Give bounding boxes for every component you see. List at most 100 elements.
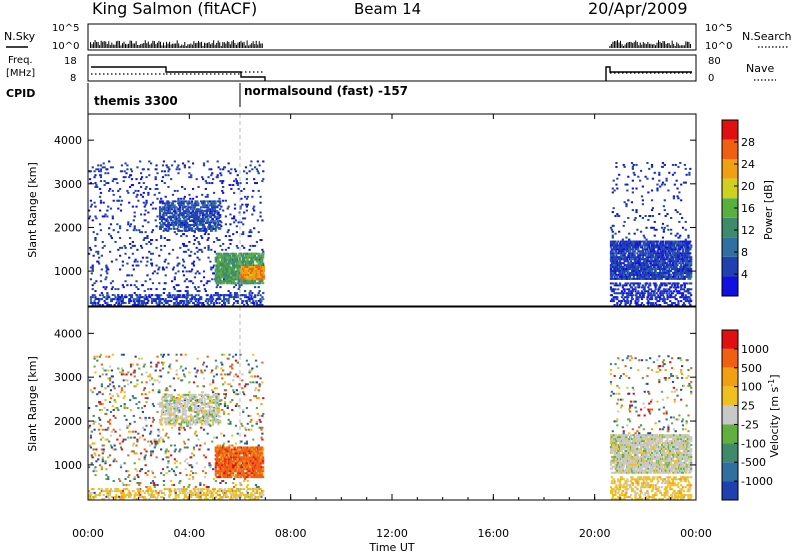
echo-cell xyxy=(202,178,205,181)
echo-cell xyxy=(100,385,103,388)
echo-cell xyxy=(92,254,95,257)
echo-cell xyxy=(102,162,105,165)
echo-cell xyxy=(179,294,182,297)
echo-cell xyxy=(129,480,132,483)
echo-cell xyxy=(677,282,680,285)
echo-cell xyxy=(109,397,113,400)
echo-cell xyxy=(192,225,196,228)
echo-cell xyxy=(214,229,217,232)
echo-cell xyxy=(94,474,97,477)
echo-cell xyxy=(144,454,147,457)
echo-cell xyxy=(248,170,251,173)
echo-cell xyxy=(618,260,622,263)
echo-cell xyxy=(117,207,120,210)
echo-cell xyxy=(615,165,618,168)
echo-cell xyxy=(123,414,126,417)
echo-cell xyxy=(230,168,233,171)
echo-cell xyxy=(90,454,93,457)
echo-cell xyxy=(631,298,634,301)
echo-cell xyxy=(653,220,656,223)
echo-cell xyxy=(147,191,150,194)
echo-cell xyxy=(150,430,153,433)
echo-cell xyxy=(129,430,132,433)
echo-cell xyxy=(107,205,110,208)
echo-cell xyxy=(124,162,127,165)
echo-cell xyxy=(250,273,254,276)
echo-cell xyxy=(147,288,150,291)
echo-cell xyxy=(641,284,644,287)
echo-cell xyxy=(94,304,97,306)
echo-cell xyxy=(262,270,265,272)
echo-cell xyxy=(647,264,650,267)
echo-cell xyxy=(261,260,264,263)
echo-cell xyxy=(138,357,141,360)
echo-cell xyxy=(165,209,168,212)
echo-cell xyxy=(207,218,210,221)
echo-cell xyxy=(96,233,99,236)
echo-cell xyxy=(102,201,105,204)
echo-cell xyxy=(206,204,209,207)
echo-cell xyxy=(229,213,232,216)
echo-cell xyxy=(642,244,645,247)
echo-cell xyxy=(665,264,668,267)
echo-cell xyxy=(114,288,117,291)
echo-cell xyxy=(240,260,243,263)
echo-cell xyxy=(181,186,184,188)
echo-cell xyxy=(244,166,248,169)
echo-cell xyxy=(166,239,169,241)
echo-cell xyxy=(197,294,200,297)
echo-cell xyxy=(106,408,109,411)
echo-cell xyxy=(120,389,124,392)
echo-cell xyxy=(690,262,693,265)
echo-cell xyxy=(660,226,664,229)
echo-cell xyxy=(205,214,208,217)
echo-cell xyxy=(647,218,650,221)
echo-cell xyxy=(669,240,672,243)
echo-cell xyxy=(91,264,94,267)
echo-cell xyxy=(185,215,188,218)
echo-cell xyxy=(135,403,138,406)
echo-cell xyxy=(229,223,232,226)
echo-cell xyxy=(111,286,114,289)
echo-cell xyxy=(173,288,176,291)
noise-trace xyxy=(90,40,691,48)
echo-cell xyxy=(612,224,615,227)
echo-cell xyxy=(674,209,677,212)
echo-cell xyxy=(178,204,181,207)
echo-cell xyxy=(661,236,665,239)
echo-cell xyxy=(622,292,625,295)
echo-cell xyxy=(143,438,146,441)
echo-cell xyxy=(155,246,158,249)
range-tick-label: 3000 xyxy=(54,178,82,191)
echo-cell xyxy=(659,248,662,251)
echo-cell xyxy=(139,436,142,439)
echo-cell xyxy=(240,271,244,274)
echo-cell xyxy=(94,205,97,208)
echo-cell xyxy=(243,195,247,198)
echo-cell xyxy=(239,182,242,185)
echo-cell xyxy=(201,214,204,217)
echo-cell xyxy=(221,189,224,192)
echo-cell xyxy=(124,252,127,255)
echo-cell xyxy=(218,268,221,271)
echo-cell xyxy=(630,286,634,289)
echo-cell xyxy=(249,282,252,285)
echo-cell xyxy=(107,476,110,479)
echo-cell xyxy=(127,454,130,457)
echo-cell xyxy=(249,164,252,167)
echo-cell xyxy=(196,301,199,304)
echo-cell xyxy=(684,238,687,241)
echo-cell xyxy=(687,300,690,303)
echo-cell xyxy=(141,225,145,228)
echo-cell xyxy=(217,258,220,261)
echo-cell xyxy=(123,244,126,247)
echo-cell xyxy=(220,252,223,255)
echo-cell xyxy=(613,284,616,287)
echo-cell xyxy=(119,254,122,257)
echo-cell xyxy=(216,176,219,179)
echo-cell xyxy=(177,270,180,273)
echo-cell xyxy=(221,266,224,269)
echo-cell xyxy=(623,290,626,293)
echo-cell xyxy=(149,444,152,447)
echo-cell xyxy=(160,237,163,240)
